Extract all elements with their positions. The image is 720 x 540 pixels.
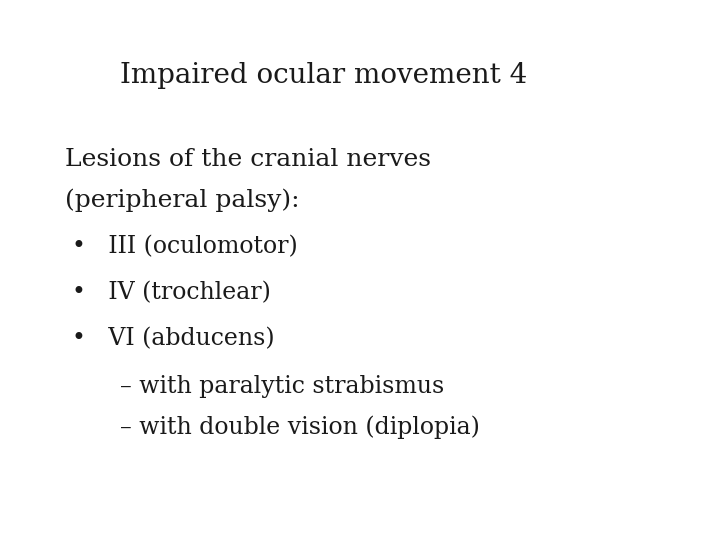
Text: Impaired ocular movement 4: Impaired ocular movement 4 [120,62,527,89]
Text: •   IV (trochlear): • IV (trochlear) [72,281,271,304]
Text: – with paralytic strabismus: – with paralytic strabismus [120,375,444,398]
Text: Lesions of the cranial nerves: Lesions of the cranial nerves [65,148,431,171]
Text: – with double vision (diplopia): – with double vision (diplopia) [120,415,480,438]
Text: •   VI (abducens): • VI (abducens) [72,327,274,350]
Text: •   III (oculomotor): • III (oculomotor) [72,235,298,258]
Text: (peripheral palsy):: (peripheral palsy): [65,188,300,212]
